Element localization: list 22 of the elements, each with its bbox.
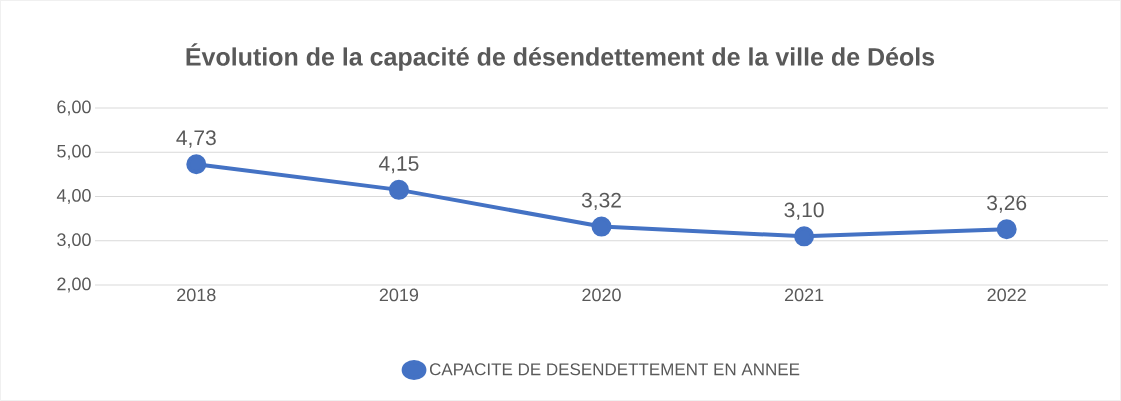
x-tick-label: 2019 xyxy=(379,288,419,302)
y-tick-label: 4,00 xyxy=(56,189,91,204)
point xyxy=(591,216,612,237)
y-tick-label: 5,00 xyxy=(57,144,91,160)
point xyxy=(186,154,207,175)
y-tick-label: 2,00 xyxy=(57,277,91,293)
x-tick-label: 2018 xyxy=(177,288,216,302)
point xyxy=(388,179,409,200)
point xyxy=(996,219,1017,240)
legend-label: CAPACITE DE DESENDETTEMENT EN ANNEE xyxy=(429,363,800,376)
point xyxy=(794,226,815,247)
y-tick-label: 3,00 xyxy=(57,233,91,249)
x-tick-label: 2021 xyxy=(784,288,824,302)
data-label: 3,10 xyxy=(784,202,824,220)
x-tick-label: 2020 xyxy=(582,288,621,302)
chart-title: Évolution de la capacité de désendettement de la ville de Déols xyxy=(186,43,935,71)
y-tick-label: 6,00 xyxy=(57,100,91,116)
data-label: 3,32 xyxy=(581,192,621,211)
data-label: 4,15 xyxy=(378,156,419,174)
data-label: 4,73 xyxy=(176,130,216,148)
x-tick-label: 2022 xyxy=(987,288,1026,302)
data-label: 3,26 xyxy=(987,195,1027,213)
